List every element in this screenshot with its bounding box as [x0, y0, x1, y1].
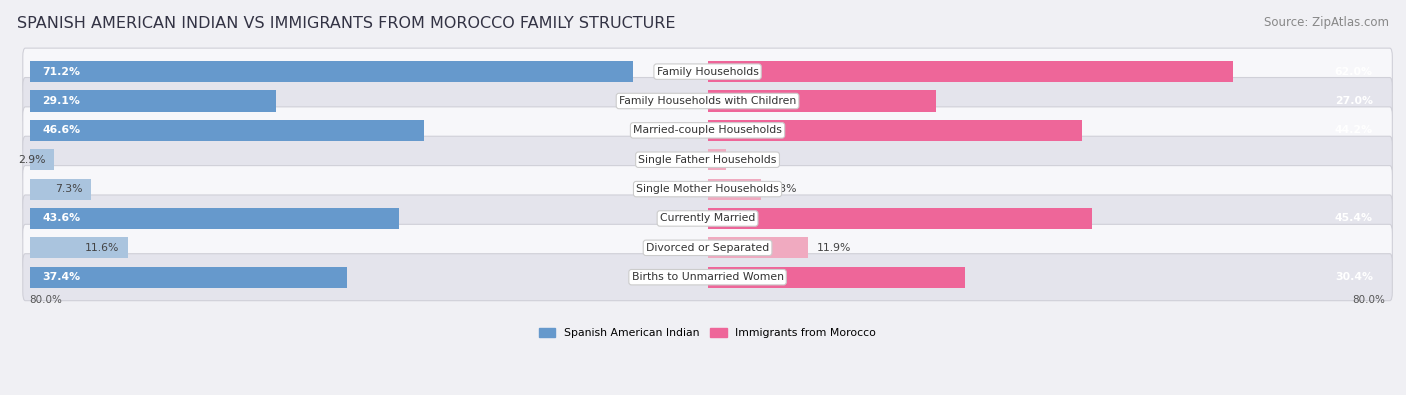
Bar	[707, 267, 965, 288]
Text: 37.4%: 37.4%	[42, 272, 80, 282]
Text: Married-couple Households: Married-couple Households	[633, 125, 782, 135]
Text: 7.3%: 7.3%	[55, 184, 83, 194]
FancyBboxPatch shape	[22, 195, 1392, 242]
FancyBboxPatch shape	[22, 77, 1392, 124]
Text: 80.0%: 80.0%	[1353, 295, 1385, 305]
Text: 6.3%: 6.3%	[769, 184, 797, 194]
Bar	[30, 267, 346, 288]
Text: 45.4%: 45.4%	[1334, 213, 1372, 224]
Bar	[30, 237, 128, 258]
Text: 80.0%: 80.0%	[30, 295, 62, 305]
Text: 71.2%: 71.2%	[42, 67, 80, 77]
Bar	[30, 120, 425, 141]
Text: 46.6%: 46.6%	[42, 125, 80, 135]
Text: 11.9%: 11.9%	[817, 243, 851, 253]
Text: 62.0%: 62.0%	[1334, 67, 1372, 77]
Bar	[707, 149, 727, 170]
Text: Divorced or Separated: Divorced or Separated	[645, 243, 769, 253]
Bar	[30, 208, 399, 229]
FancyBboxPatch shape	[22, 254, 1392, 301]
Text: 44.2%: 44.2%	[1334, 125, 1372, 135]
Bar	[707, 120, 1083, 141]
Text: 27.0%: 27.0%	[1334, 96, 1372, 106]
Text: Family Households with Children: Family Households with Children	[619, 96, 796, 106]
Bar	[30, 179, 91, 199]
Text: 30.4%: 30.4%	[1334, 272, 1372, 282]
FancyBboxPatch shape	[22, 136, 1392, 183]
Text: 43.6%: 43.6%	[42, 213, 80, 224]
Bar	[707, 90, 936, 111]
Bar	[30, 90, 276, 111]
Text: Family Households: Family Households	[657, 67, 758, 77]
Text: Single Mother Households: Single Mother Households	[636, 184, 779, 194]
Text: 11.6%: 11.6%	[84, 243, 120, 253]
Text: Source: ZipAtlas.com: Source: ZipAtlas.com	[1264, 16, 1389, 29]
FancyBboxPatch shape	[22, 48, 1392, 95]
Bar	[707, 237, 808, 258]
Bar	[707, 179, 761, 199]
Legend: Spanish American Indian, Immigrants from Morocco: Spanish American Indian, Immigrants from…	[534, 324, 880, 342]
Text: Single Father Households: Single Father Households	[638, 155, 776, 165]
Text: 2.9%: 2.9%	[18, 155, 45, 165]
FancyBboxPatch shape	[22, 166, 1392, 213]
Bar	[30, 61, 633, 82]
Text: SPANISH AMERICAN INDIAN VS IMMIGRANTS FROM MOROCCO FAMILY STRUCTURE: SPANISH AMERICAN INDIAN VS IMMIGRANTS FR…	[17, 16, 675, 31]
Text: Currently Married: Currently Married	[659, 213, 755, 224]
Bar	[707, 208, 1092, 229]
Text: 29.1%: 29.1%	[42, 96, 80, 106]
Bar	[707, 61, 1233, 82]
Bar	[30, 149, 55, 170]
FancyBboxPatch shape	[22, 107, 1392, 154]
FancyBboxPatch shape	[22, 224, 1392, 271]
Text: Births to Unmarried Women: Births to Unmarried Women	[631, 272, 783, 282]
Text: 2.2%: 2.2%	[735, 155, 762, 165]
